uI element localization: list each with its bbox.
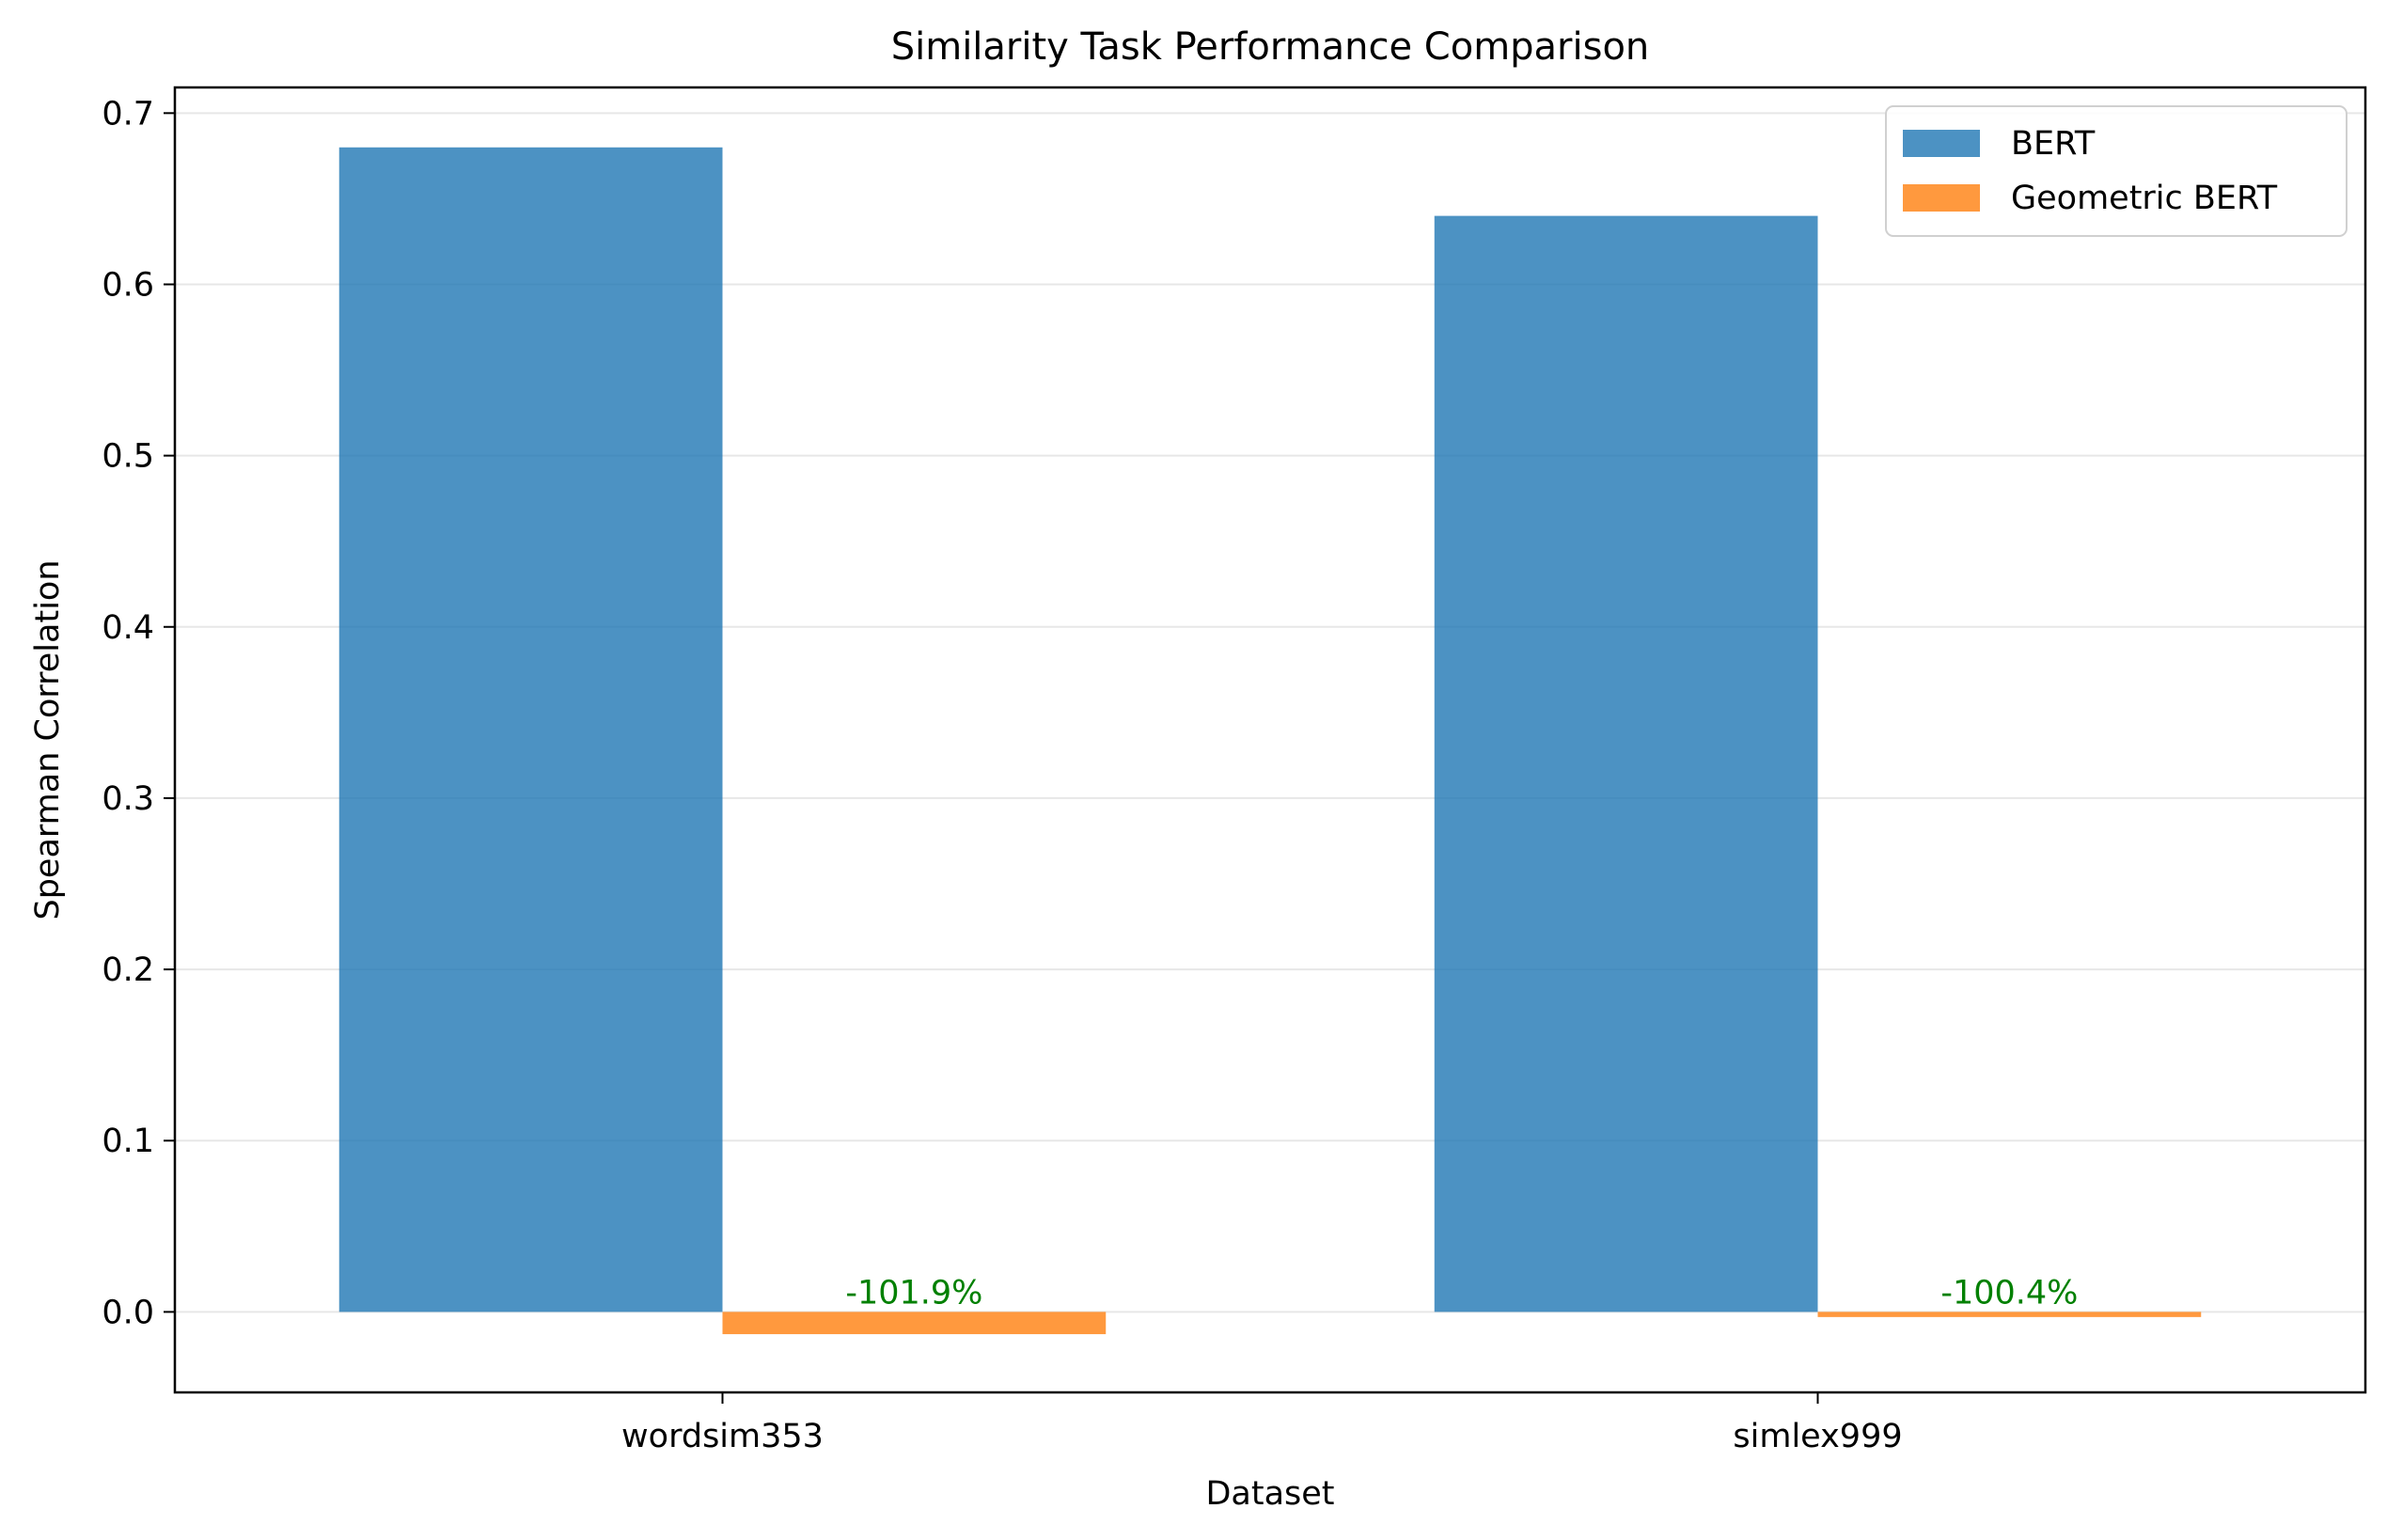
y-tick-label: 0.7	[102, 95, 154, 133]
y-tick-label: 0.3	[102, 780, 154, 818]
legend-label-bert: BERT	[2011, 125, 2096, 163]
legend-swatch-bert	[1903, 130, 1980, 157]
legend-swatch-geometric-bert	[1903, 184, 1980, 212]
y-tick-label: 0.0	[102, 1294, 154, 1331]
y-tick-label: 0.4	[102, 609, 154, 647]
plot-frame	[173, 86, 2367, 1394]
x-axis: wordsim353 simlex999	[621, 1392, 1903, 1455]
bars	[338, 147, 2202, 1335]
chart-title: Similarity Task Performance Comparison	[891, 25, 1650, 69]
bar-bert-simlex999	[1434, 215, 1818, 1312]
y-axis-label: Spearman Correlation	[29, 559, 67, 919]
y-axis: 0.0 0.1 0.2 0.3 0.4 0.5 0.6 0.7	[102, 95, 175, 1331]
x-axis-label: Dataset	[1205, 1475, 1334, 1513]
y-tick-label: 0.1	[102, 1123, 154, 1160]
y-tick-label: 0.2	[102, 951, 154, 989]
bar-annotation: -100.4%	[1940, 1274, 2078, 1312]
y-tick-label: 0.6	[102, 266, 154, 304]
legend: BERT Geometric BERT	[1885, 105, 2348, 237]
y-tick-label: 0.5	[102, 438, 154, 476]
bar-geometric-bert-wordsim353	[722, 1312, 1107, 1335]
legend-box	[1885, 105, 2348, 237]
bar-bert-wordsim353	[338, 147, 723, 1312]
x-tick-label: wordsim353	[621, 1418, 824, 1455]
bar-geometric-bert-simlex999	[1817, 1312, 2202, 1317]
legend-label-geometric-bert: Geometric BERT	[2011, 180, 2278, 217]
bar-annotation: -101.9%	[845, 1274, 982, 1312]
x-tick-label: simlex999	[1733, 1418, 1902, 1455]
annotations: -101.9% -100.4%	[845, 1274, 2078, 1312]
